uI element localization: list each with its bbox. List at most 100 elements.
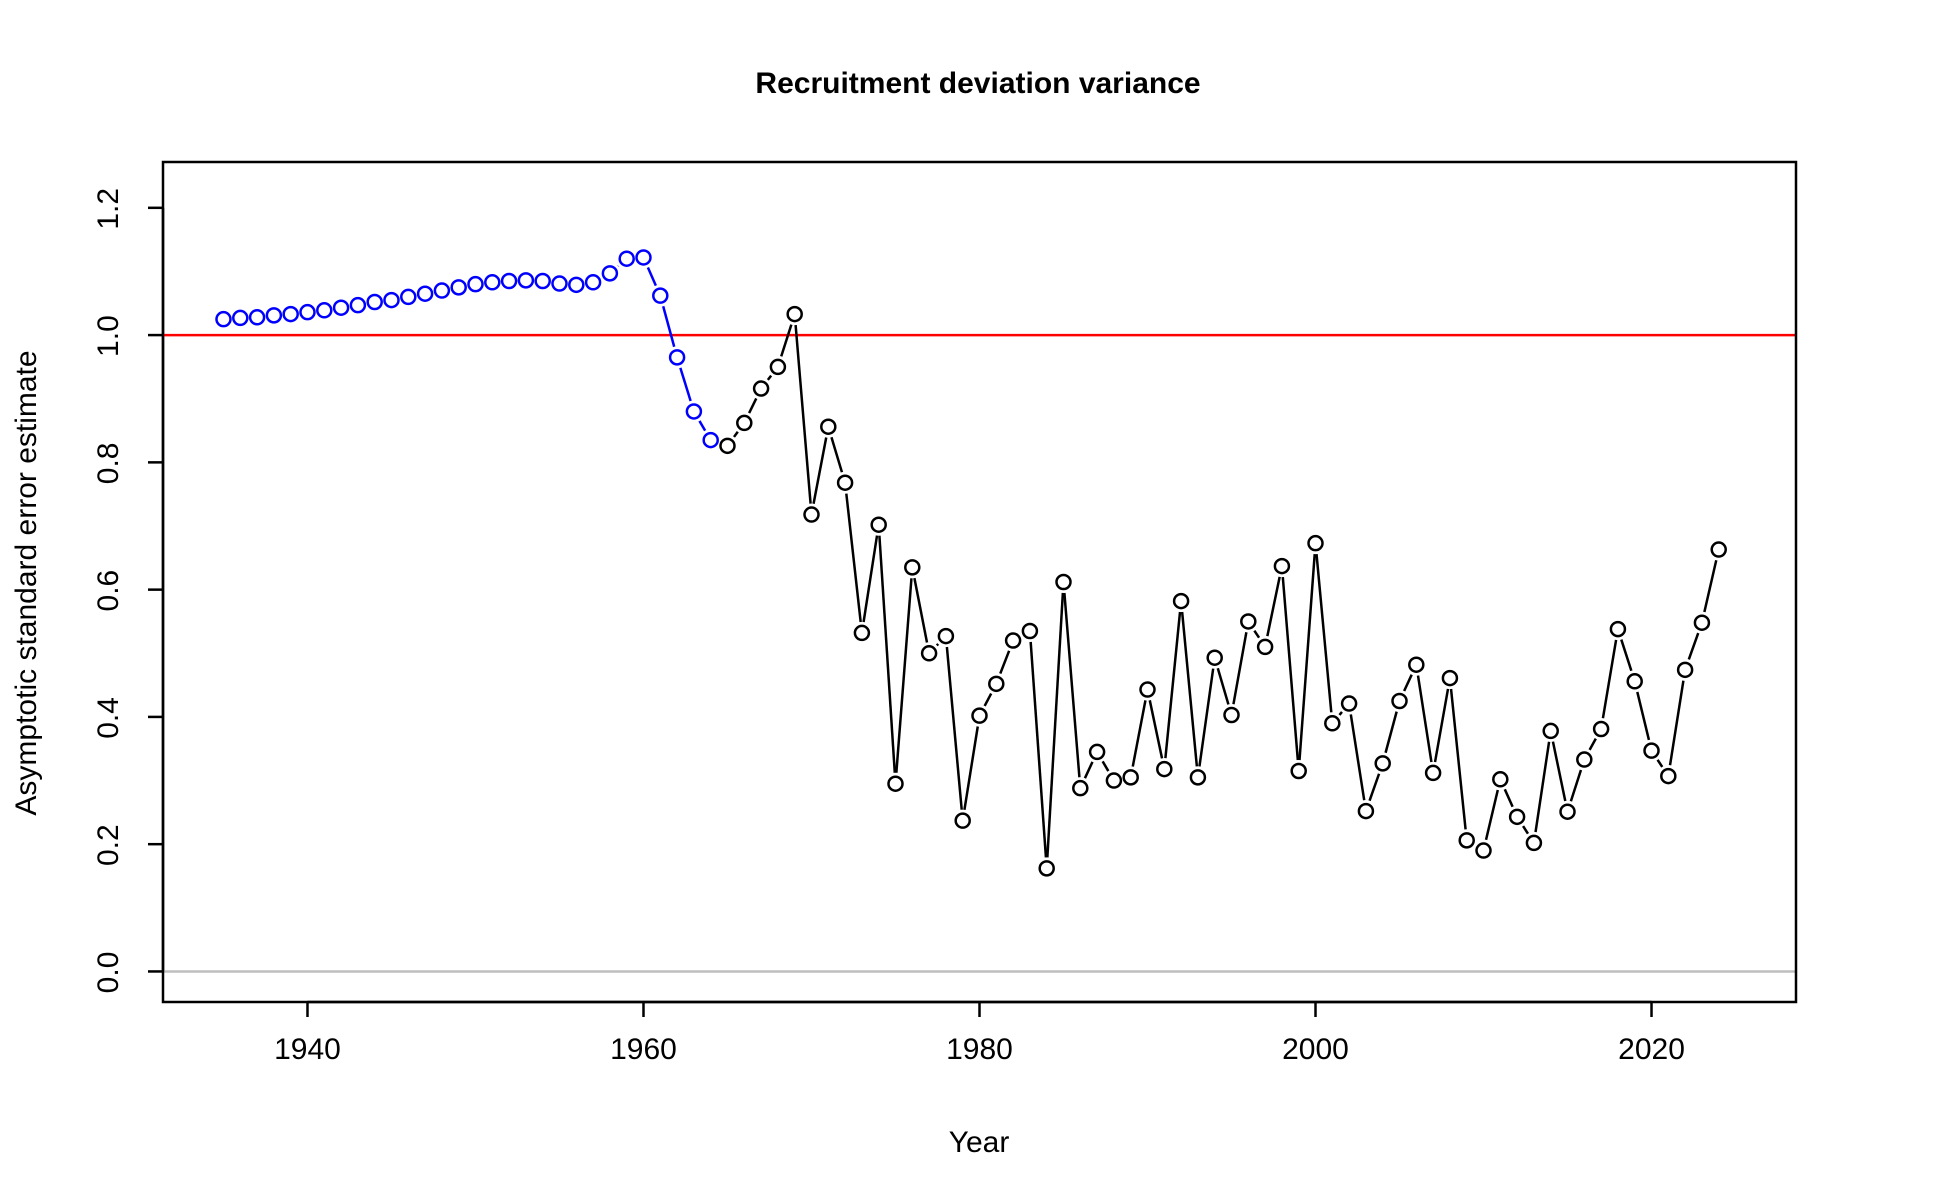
data-point [1424, 764, 1442, 782]
data-point [1290, 762, 1307, 780]
y-tick-label: 0.8 [92, 443, 125, 485]
data-point [1256, 638, 1274, 656]
data-point [1441, 669, 1459, 687]
data-point [836, 474, 854, 491]
data-point [416, 285, 434, 302]
data-point [1458, 832, 1475, 849]
data-point [400, 288, 417, 306]
series-segment [1656, 759, 1664, 768]
data-point [702, 431, 719, 449]
series-layer [215, 249, 1727, 877]
series-segment [1503, 788, 1514, 808]
data-point [652, 287, 669, 304]
series-segment [1402, 674, 1413, 692]
series-segment [780, 324, 793, 357]
data-point [383, 291, 400, 309]
data-point [1508, 808, 1526, 826]
data-point [366, 293, 383, 311]
series-segment [1216, 667, 1230, 705]
series-segment [1668, 680, 1685, 766]
series-segment [748, 397, 758, 414]
data-point [1525, 834, 1543, 852]
data-point [1475, 842, 1492, 859]
data-point [232, 309, 249, 327]
series-segment [1416, 675, 1433, 763]
series-segment [1449, 688, 1467, 830]
data-point [904, 559, 921, 576]
series-segment [862, 535, 879, 623]
series-segment [983, 692, 993, 707]
data-point [332, 299, 350, 316]
series-segment [1164, 611, 1182, 759]
data-point [316, 302, 333, 319]
series-segment [661, 305, 676, 348]
data-point [349, 296, 367, 314]
data-point [971, 707, 988, 724]
y-tick-label: 0.4 [92, 697, 125, 739]
series-segment [1046, 592, 1065, 858]
data-point [1223, 706, 1240, 724]
data-point [551, 275, 568, 292]
x-tick-label: 1960 [610, 1033, 677, 1066]
data-point [769, 358, 787, 376]
data-point [1156, 760, 1173, 778]
data-point [803, 506, 820, 523]
data-point [1592, 720, 1610, 738]
y-tick-label: 1.0 [92, 315, 125, 357]
series-segment [878, 535, 897, 773]
series-segment [732, 431, 739, 438]
data-point [1559, 803, 1576, 820]
data-point [568, 276, 585, 294]
series-segment [1315, 554, 1333, 713]
series-segment [945, 646, 963, 810]
data-point [1609, 620, 1627, 638]
series-segment [1029, 641, 1048, 858]
series-segment [812, 437, 828, 504]
series-segment [1433, 688, 1450, 763]
data-point [215, 310, 232, 328]
data-point [1374, 755, 1391, 772]
series-segment [1368, 773, 1381, 802]
series-segment [1338, 711, 1343, 716]
data-point [1643, 742, 1660, 759]
data-point [1710, 541, 1727, 558]
data-point [870, 516, 887, 533]
data-point [1542, 722, 1559, 740]
data-point [1004, 632, 1022, 649]
data-point [1206, 649, 1223, 666]
x-axis-title: Year [949, 1126, 1010, 1159]
data-point [517, 272, 535, 289]
series-segment [1349, 714, 1366, 801]
data-point [500, 272, 518, 290]
data-point [736, 414, 753, 432]
series-segment [794, 324, 812, 504]
data-point [1105, 772, 1123, 789]
series-1 [215, 249, 719, 449]
series-segment [1703, 559, 1718, 613]
data-point [1576, 751, 1593, 768]
data-point [1324, 715, 1341, 732]
data-point [1340, 695, 1358, 712]
data-point [1273, 557, 1291, 575]
series-segment [1534, 741, 1551, 833]
data-point [299, 303, 316, 321]
series-segment [1620, 639, 1633, 672]
y-axis-title: Asymptotic standard error estimate [10, 350, 43, 815]
series-segment [766, 374, 773, 381]
series-segment [1253, 629, 1261, 639]
data-point [635, 249, 652, 266]
data-point [668, 349, 686, 366]
series-segment [698, 420, 707, 432]
data-point [820, 418, 837, 435]
series-segment [1569, 769, 1583, 802]
series-segment [1266, 576, 1281, 637]
series-segment [1131, 700, 1147, 767]
data-point [534, 272, 551, 290]
series-segment [1484, 789, 1500, 841]
data-point [601, 265, 619, 282]
plot-frame [161, 160, 1798, 1004]
chart-title: Recruitment deviation variance [755, 67, 1200, 100]
series-2 [719, 305, 1727, 877]
data-point [920, 645, 938, 662]
